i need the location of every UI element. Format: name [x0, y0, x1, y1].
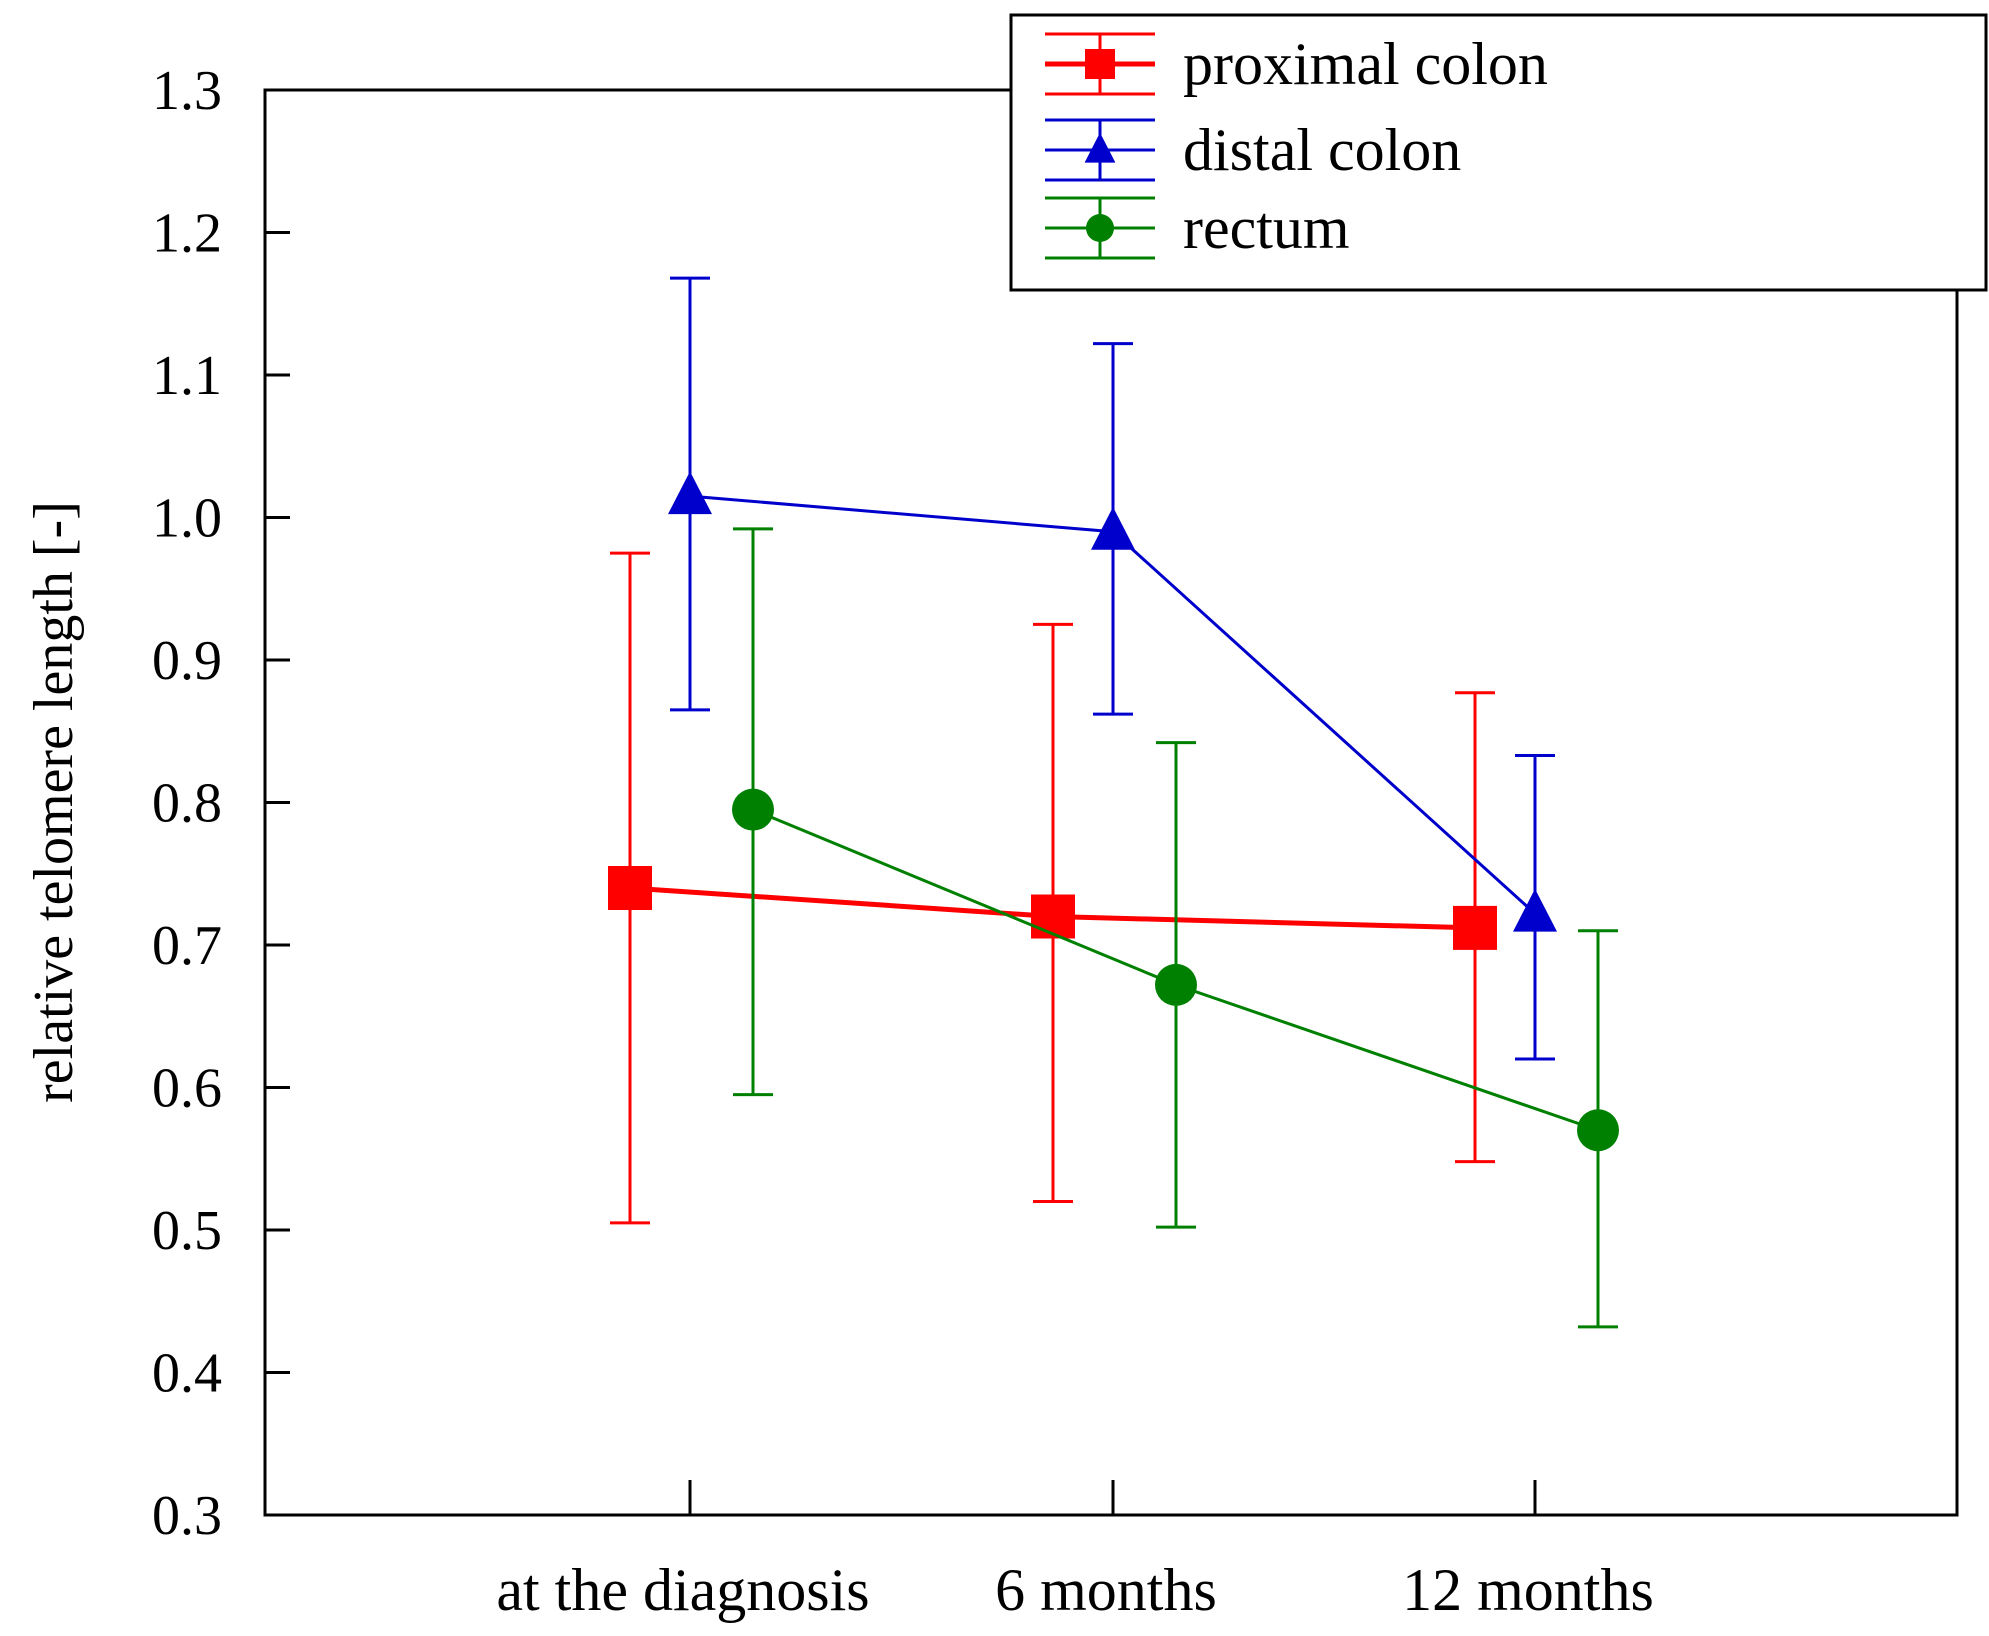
x-axis: at the diagnosis 6 months 12 months [496, 1480, 1654, 1623]
y-tick-label: 0.6 [152, 1058, 222, 1120]
data-point [1577, 1109, 1619, 1152]
y-axis: 0.3 0.4 0.5 0.6 0.7 0.8 0.9 1.0 1.1 1.2 1.3 [152, 60, 290, 1547]
x-tick-label: at the diagnosis [496, 1557, 869, 1623]
series-proximal-colon [608, 551, 1497, 1225]
x-tick-label: 6 months [995, 1557, 1217, 1623]
legend-marker [1085, 49, 1115, 79]
data-point [1155, 963, 1197, 1006]
legend-entry: rectum [1045, 195, 1350, 261]
legend-marker [1086, 214, 1114, 242]
y-tick-label: 1.1 [152, 345, 222, 407]
y-tick-label: 0.3 [152, 1485, 222, 1547]
legend-entry: proximal colon [1045, 31, 1548, 97]
legend-label: rectum [1183, 195, 1350, 261]
data-point [1513, 888, 1557, 932]
x-tick-label: 12 months [1402, 1557, 1654, 1623]
data-point [1091, 506, 1135, 550]
y-tick-label: 0.5 [152, 1200, 222, 1262]
legend-marker [1084, 132, 1116, 163]
series-distal-colon [668, 276, 1557, 1061]
plot-frame [263, 88, 1959, 1517]
y-axis-label: relative telomere length [-] [23, 501, 85, 1103]
data-point [732, 788, 774, 831]
data-point [668, 471, 712, 515]
data-point [1031, 894, 1075, 939]
y-tick-label: 1.0 [152, 488, 222, 550]
legend-label: distal colon [1183, 117, 1461, 183]
y-tick-label: 0.7 [152, 915, 222, 977]
y-tick-label: 1.2 [152, 203, 222, 265]
y-tick-label: 1.3 [152, 60, 222, 122]
series-layer [608, 276, 1619, 1329]
y-tick-label: 0.9 [152, 630, 222, 692]
data-point [1453, 905, 1497, 950]
y-tick-label: 0.4 [152, 1343, 222, 1405]
legend-box [1009, 13, 1988, 292]
legend: proximal colon distal colon rectum [1009, 13, 1988, 292]
legend-entry: distal colon [1045, 117, 1461, 183]
y-tick-label: 0.8 [152, 773, 222, 835]
legend-label: proximal colon [1183, 31, 1548, 97]
data-point [608, 866, 652, 910]
series-rectum [732, 527, 1619, 1329]
